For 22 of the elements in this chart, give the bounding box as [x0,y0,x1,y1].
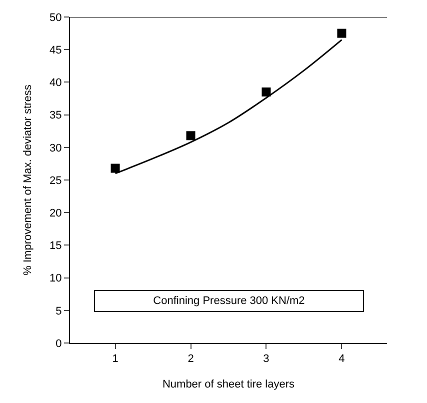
point [186,131,196,140]
y-tick-label: 30 [50,142,62,154]
x-tick-label: 3 [263,353,270,366]
y-axis-title: % Improvement of Max. deviator stress [22,84,34,276]
y-tick-label: 40 [50,77,62,90]
point [262,87,271,96]
point [337,28,346,38]
y-tick-label: 25 [50,174,62,187]
x-tick-label: 1 [112,353,118,366]
y-tick-label: 0 [56,338,62,350]
annotation: Confining Pressure 300 KN/m2 [153,295,305,307]
x-tick-label: 2 [188,353,194,366]
y-tick-label: 35 [50,110,62,122]
x-tick-label: 4 [338,353,345,366]
y-tick-label: 5 [56,305,62,318]
point [110,164,120,173]
x-axis-title: Number of sheet tire layers [162,378,296,390]
y-tick-label: 20 [50,207,62,220]
y-tick-label: 45 [50,44,62,56]
y-tick-label: 10 [50,272,62,285]
y-tick-label: 15 [50,240,62,252]
y-tick-label: 50 [50,12,62,24]
